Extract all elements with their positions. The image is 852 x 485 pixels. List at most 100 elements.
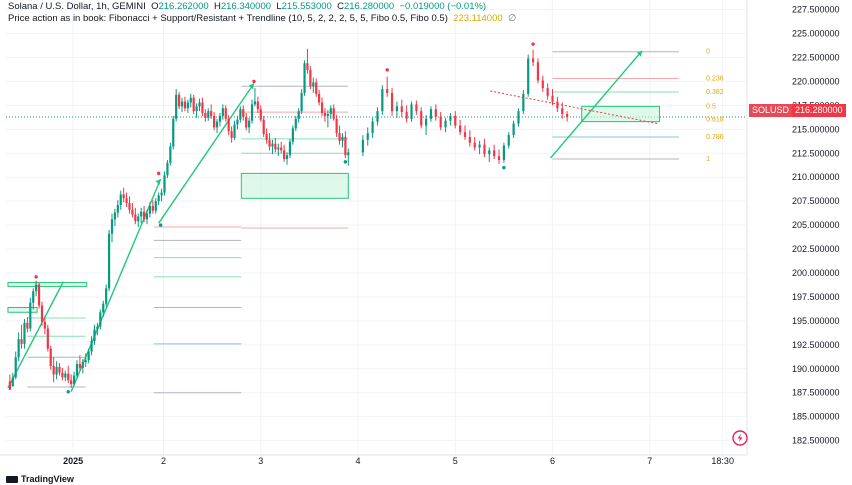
y-tick-label: 215.000000 <box>792 124 840 134</box>
candle-body <box>105 288 108 304</box>
candle-body <box>183 101 187 109</box>
x-tick-label: 3 <box>258 456 263 466</box>
indicator-legend[interactable]: Price action as in book: Fibonacci + Sup… <box>8 13 516 24</box>
candle-body <box>107 233 111 289</box>
candle-body <box>67 373 70 381</box>
candle-body <box>262 119 265 135</box>
candle-body <box>142 211 146 220</box>
candle-body <box>99 312 102 327</box>
indicator-flag: ∅ <box>507 13 517 24</box>
candle-body <box>454 115 457 126</box>
candle-body <box>210 111 213 116</box>
candle-body <box>137 216 140 222</box>
indicator-name: Price action as in book: Fibonacci + Sup… <box>8 13 448 24</box>
pivot-marker <box>34 275 38 279</box>
candle-body <box>195 106 198 112</box>
pivot-marker <box>343 160 348 164</box>
candle-body <box>366 133 369 140</box>
candle-body <box>230 131 233 138</box>
candle-body <box>32 291 35 303</box>
candle-body <box>201 102 204 114</box>
symbol-legend[interactable]: Solana / U.S. Dollar, 1h, GEMINI O216.26… <box>8 1 487 12</box>
candle-body <box>326 113 329 116</box>
candle-body <box>291 128 294 142</box>
price-axis[interactable]: 227.500000 225.000000 222.500000 220.000000… <box>746 0 840 455</box>
candle-body <box>522 93 525 112</box>
candle-body <box>288 141 292 156</box>
candle-body <box>215 121 219 128</box>
candle-body <box>565 113 569 118</box>
candle-body <box>285 155 289 160</box>
pivot-marker <box>158 223 163 227</box>
candle-body <box>64 373 67 378</box>
candle-body <box>84 360 87 363</box>
candle-body <box>478 144 481 148</box>
tv-logo-icon <box>6 476 18 484</box>
candle-body <box>300 92 303 112</box>
y-tick-label: 190.000000 <box>792 364 840 374</box>
candle-body <box>344 136 347 156</box>
candle-body <box>52 365 55 375</box>
x-tick-label: 2025 <box>63 456 83 466</box>
y-tick-label: 220.000000 <box>792 76 840 86</box>
candle-body <box>253 101 257 105</box>
candle-body <box>213 115 216 128</box>
candle-body <box>517 111 520 124</box>
candle-body <box>96 326 99 330</box>
tradingview-logo[interactable]: TradingView <box>6 474 74 484</box>
candle-body <box>338 133 341 141</box>
candle-body <box>110 219 114 234</box>
candle-body <box>70 380 73 385</box>
support-resistance-lines <box>6 51 747 394</box>
candle-body <box>207 111 210 118</box>
candle-body <box>131 209 134 215</box>
candle-body <box>271 143 274 147</box>
candle-body <box>154 201 157 211</box>
candle-body <box>61 372 64 378</box>
candle-body <box>119 194 122 205</box>
candle-body <box>145 213 149 220</box>
bolt-icon[interactable] <box>732 430 748 446</box>
close-value: 216.280000 <box>343 1 395 12</box>
candle-body <box>122 194 125 199</box>
candle-body <box>429 109 433 119</box>
y-tick-label: 210.000000 <box>792 172 840 182</box>
x-tick-label: 7 <box>647 456 652 466</box>
candle-body <box>46 328 49 349</box>
x-tick-label: 18:30 <box>711 456 734 466</box>
trendline-arrowhead <box>636 50 642 57</box>
y-tick-label: 207.500000 <box>792 196 840 206</box>
candle-body <box>186 102 189 109</box>
candle-body <box>400 106 403 113</box>
candle-body <box>11 377 14 387</box>
candle-body <box>420 111 423 126</box>
pivot-marker <box>252 79 256 84</box>
candle-body <box>312 82 315 87</box>
candle-body <box>180 101 184 107</box>
candle-body <box>224 108 227 119</box>
candle-body <box>113 212 117 220</box>
x-tick-label: 2 <box>161 456 166 466</box>
candle-body <box>8 381 11 390</box>
candle-body <box>347 152 350 156</box>
low-value: 215.553000 <box>281 1 332 12</box>
candle-body <box>250 104 254 121</box>
trendline-arrowhead <box>248 83 254 90</box>
candle-body <box>189 97 192 103</box>
candle-body <box>20 339 23 344</box>
candle-body <box>561 108 564 114</box>
candle-body <box>434 109 437 117</box>
candle-body <box>410 104 413 119</box>
candle-body <box>245 116 248 128</box>
pivot-marker <box>531 42 535 46</box>
candle-body <box>468 136 471 143</box>
y-tick-label: 205.000000 <box>792 220 840 230</box>
candle-body <box>318 93 321 103</box>
candle-body <box>55 366 58 375</box>
change-value: −0.019000 (−0.01%) <box>399 1 487 12</box>
candle-body <box>192 97 195 112</box>
candle-body <box>221 108 224 116</box>
candle-body <box>541 80 544 89</box>
time-axis[interactable]: 2025 2 3 4 5 6 7 18:30 <box>0 454 747 466</box>
